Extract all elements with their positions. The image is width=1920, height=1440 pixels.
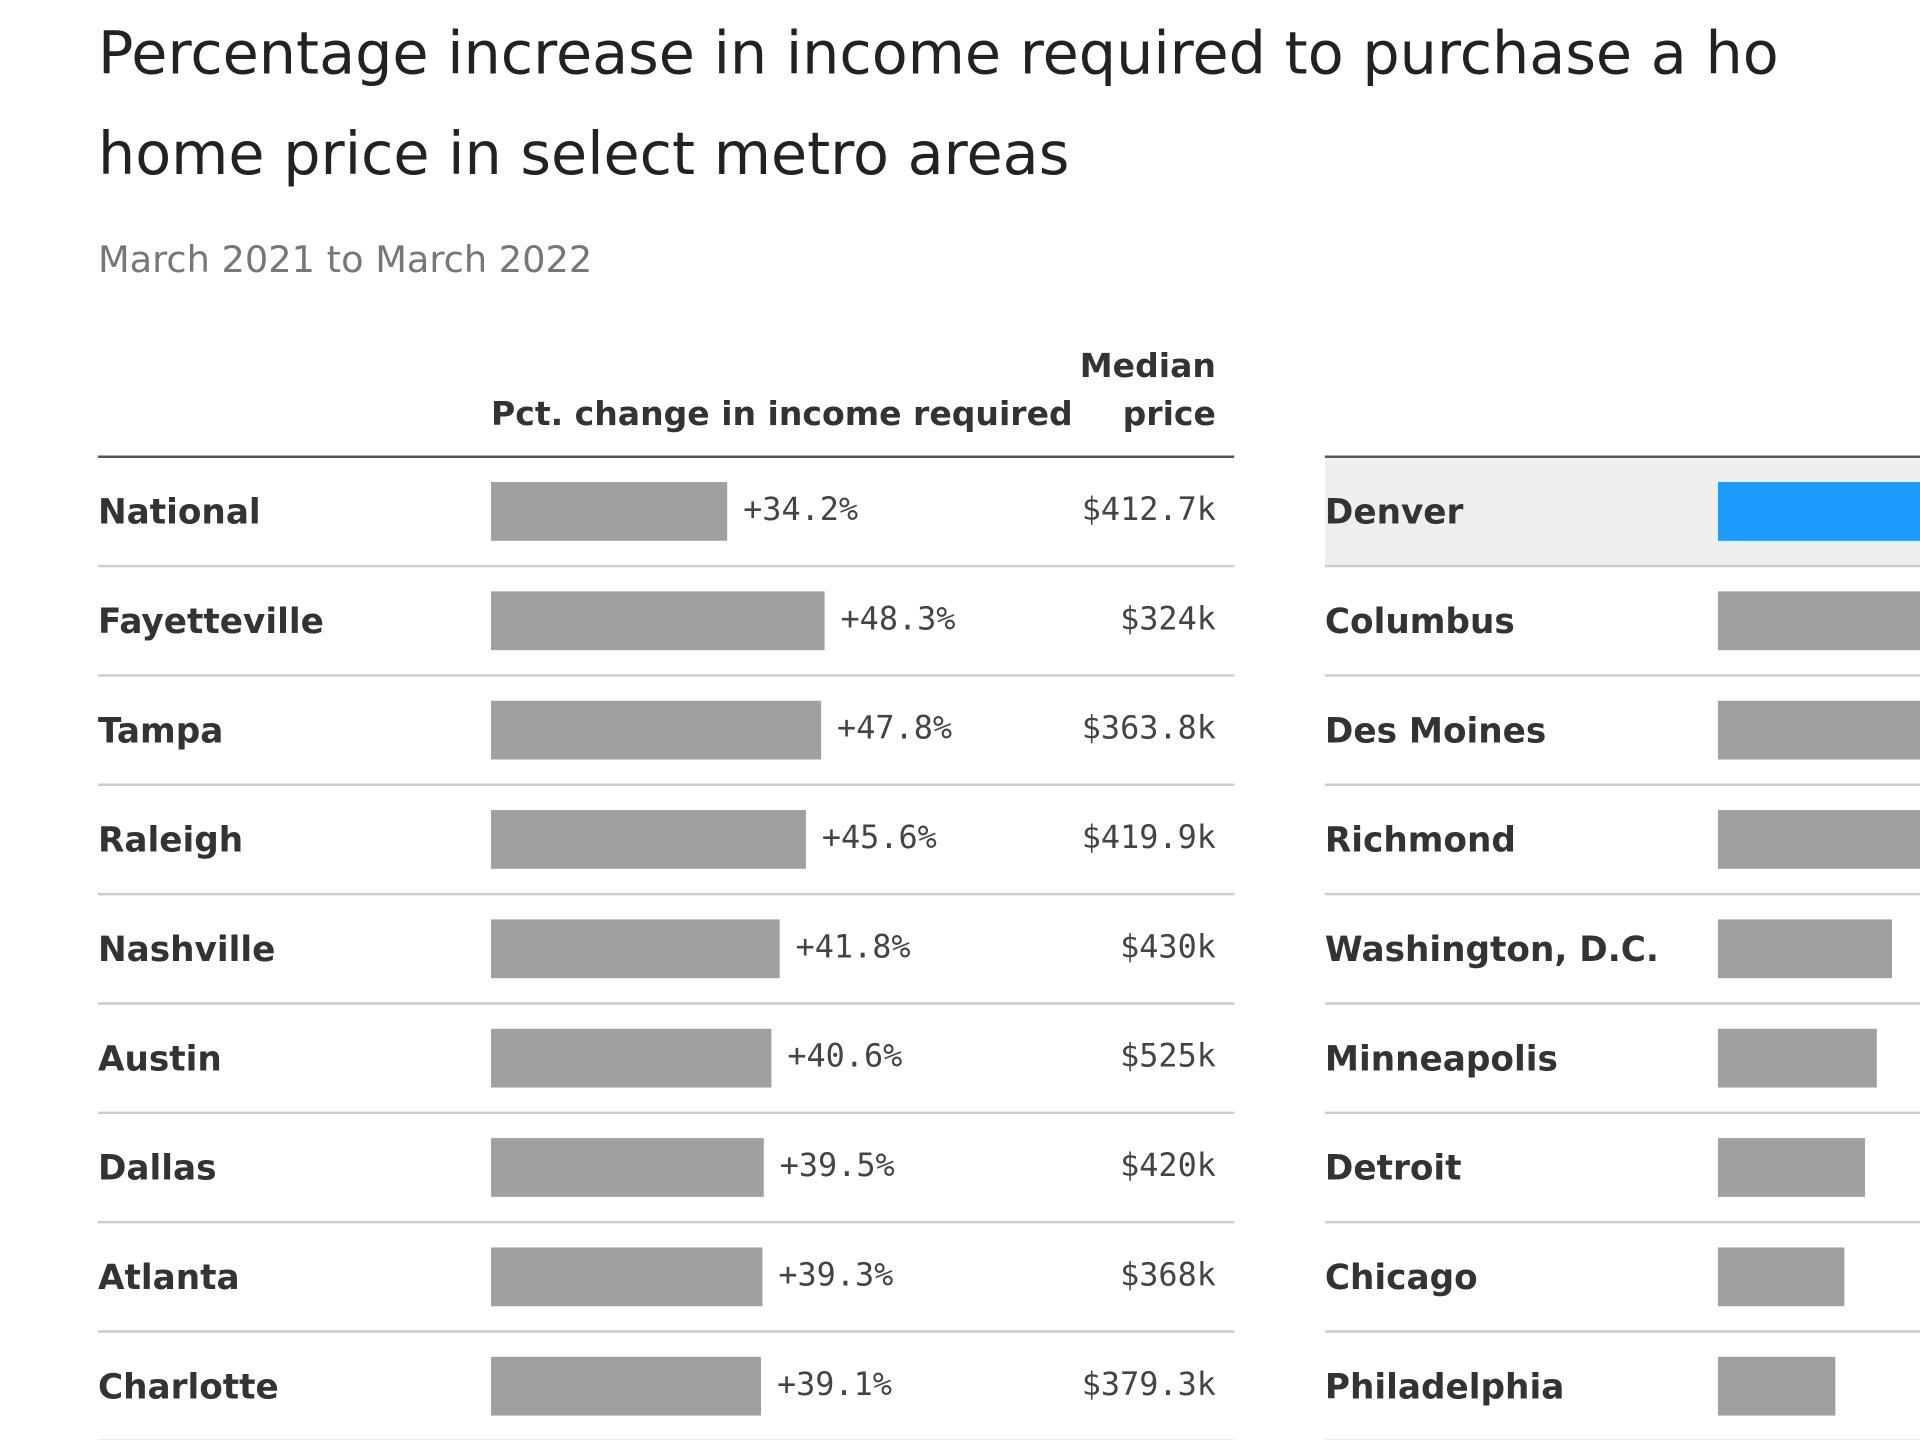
value-label: +39.3% [778, 1255, 893, 1293]
bar [491, 1028, 772, 1088]
price-label: $412.7k [1082, 490, 1216, 528]
chart-title: home price in select metro areas [98, 119, 1069, 188]
bar [491, 482, 728, 541]
bar [1717, 700, 1920, 760]
price-label: $419.9k [1082, 818, 1216, 856]
row-label: Tampa [98, 711, 223, 751]
bar [1717, 810, 1920, 869]
bar [491, 810, 806, 869]
bar [491, 1356, 762, 1416]
row-label: Fayetteville [98, 602, 324, 642]
row-label: Nashville [98, 930, 275, 970]
value-label: +39.5% [780, 1146, 895, 1184]
price-label: $368k [1120, 1255, 1216, 1293]
row-label: Charlotte [98, 1367, 279, 1407]
row-label: Richmond [1325, 821, 1516, 861]
bar [491, 919, 780, 979]
value-label: +40.6% [787, 1037, 902, 1075]
row-label: Philadelphia [1325, 1367, 1564, 1407]
column-header: price [1123, 394, 1216, 433]
bar [491, 1138, 764, 1197]
value-label: +39.1% [777, 1365, 892, 1403]
price-label: $430k [1120, 927, 1216, 965]
row-label: Detroit [1325, 1149, 1462, 1189]
price-label: $363.8k [1082, 709, 1216, 747]
bar [1717, 1247, 1845, 1307]
row-label: Denver [1325, 493, 1464, 533]
price-label: $525k [1120, 1037, 1216, 1075]
column-header: Pct. change in income required [491, 394, 1073, 433]
value-label: +48.3% [841, 599, 956, 637]
column-header: Median [1080, 346, 1216, 385]
value-label: +41.8% [796, 927, 911, 965]
chart-title: Percentage increase in income required t… [98, 18, 1779, 87]
row-label: Des Moines [1325, 711, 1546, 751]
row-label: Columbus [1325, 602, 1515, 642]
row-label: Washington, D.C. [1325, 930, 1659, 970]
bar [1717, 1356, 1836, 1416]
bar [1717, 482, 1920, 541]
value-label: +47.8% [837, 709, 952, 747]
bar [1717, 1028, 1877, 1088]
price-label: $420k [1120, 1146, 1216, 1184]
bar [491, 591, 825, 651]
row-label: Raleigh [98, 821, 243, 861]
bar [491, 700, 822, 760]
row-label: Chicago [1325, 1258, 1478, 1298]
bar [491, 1247, 763, 1307]
chart-subtitle: March 2021 to March 2022 [98, 238, 592, 281]
row-label: National [98, 493, 261, 533]
price-label: $379.3k [1082, 1365, 1216, 1403]
row-label: Dallas [98, 1149, 217, 1189]
bar [1717, 919, 1892, 979]
bar [1717, 1138, 1866, 1197]
row-label: Austin [98, 1039, 222, 1079]
price-label: $324k [1120, 599, 1216, 637]
value-label: +45.6% [822, 818, 937, 856]
row-label: Minneapolis [1325, 1039, 1558, 1079]
row-label: Atlanta [98, 1258, 240, 1298]
value-label: +34.2% [743, 490, 858, 528]
bar [1717, 591, 1920, 651]
